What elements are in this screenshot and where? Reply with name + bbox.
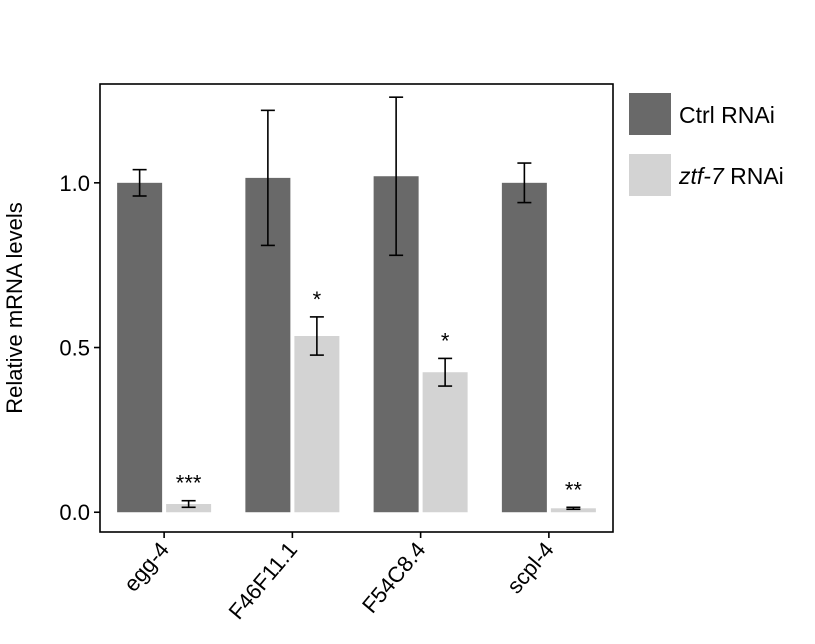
bar-ztf7-3: [550, 508, 596, 513]
legend-label-1: ztf-7 RNAi: [678, 163, 784, 189]
y-tick-label-1: 0.5: [59, 336, 90, 361]
x-tick-label-2: F54C8.4: [357, 537, 430, 618]
significance-label-1: *: [313, 287, 322, 312]
significance-label-3: **: [565, 477, 583, 502]
y-tick-label-2: 1.0: [59, 171, 90, 196]
legend: Ctrl RNAi ztf-7 RNAi: [629, 93, 784, 196]
bar-ctrl-3: [501, 182, 547, 513]
y-tick-label-0: 0.0: [59, 500, 90, 525]
y-axis: 0.0 0.5 1.0: [59, 171, 100, 525]
x-tick-label-1: F46F11.1: [224, 537, 303, 624]
significance-label-0: ***: [176, 471, 202, 496]
legend-label-0: Ctrl RNAi: [679, 102, 775, 128]
plot-panel-border: [99, 83, 614, 533]
x-tick-label-3: scpl-4: [502, 537, 559, 598]
legend-key-1: [629, 154, 671, 196]
significance-label-2: *: [441, 328, 450, 353]
bar-ztf7-1: [294, 336, 340, 513]
legend-key-0: [629, 93, 671, 135]
x-tick-label-0: egg-4: [119, 537, 174, 596]
bar-ztf7-0: [166, 504, 212, 513]
bar-ctrl-0: [117, 182, 163, 513]
x-axis: egg-4 F46F11.1 F54C8.4 scpl-4: [119, 532, 559, 624]
plot-area: *******: [117, 96, 596, 513]
bar-ztf7-2: [422, 372, 468, 513]
y-axis-title: Relative mRNA levels: [2, 202, 27, 414]
